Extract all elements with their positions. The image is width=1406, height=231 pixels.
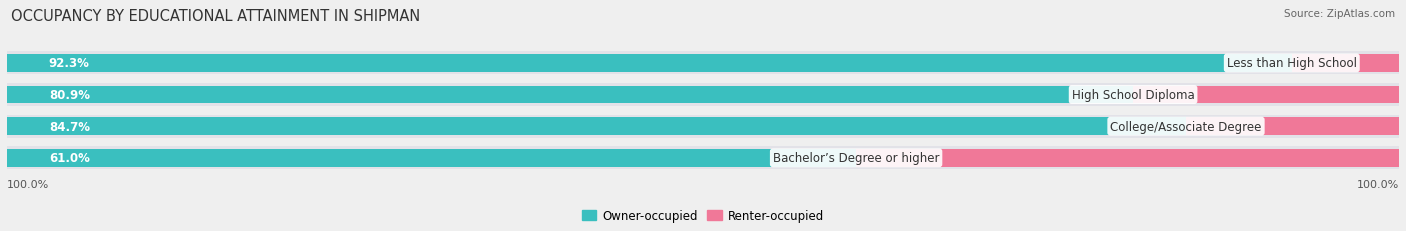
Text: College/Associate Degree: College/Associate Degree: [1111, 120, 1261, 133]
Bar: [7, 149, 856, 167]
Bar: [7, 118, 1187, 135]
Bar: [1292, 55, 1399, 72]
Bar: [7, 52, 1399, 75]
Text: High School Diploma: High School Diploma: [1071, 89, 1195, 102]
Bar: [7, 86, 1133, 104]
Text: 100.0%: 100.0%: [1357, 179, 1399, 189]
Text: Less than High School: Less than High School: [1227, 57, 1357, 70]
Bar: [856, 149, 1399, 167]
Bar: [7, 115, 1399, 138]
Bar: [1133, 86, 1400, 104]
Text: 100.0%: 100.0%: [7, 179, 49, 189]
Text: 80.9%: 80.9%: [49, 89, 90, 102]
Bar: [7, 84, 1399, 107]
Bar: [7, 147, 1399, 170]
Text: Bachelor’s Degree or higher: Bachelor’s Degree or higher: [773, 152, 939, 165]
Text: 61.0%: 61.0%: [49, 152, 90, 165]
Text: Source: ZipAtlas.com: Source: ZipAtlas.com: [1284, 9, 1395, 19]
Legend: Owner-occupied, Renter-occupied: Owner-occupied, Renter-occupied: [578, 205, 828, 227]
Text: 84.7%: 84.7%: [49, 120, 90, 133]
Bar: [1187, 118, 1399, 135]
Bar: [7, 55, 1292, 72]
Text: 92.3%: 92.3%: [49, 57, 90, 70]
Text: OCCUPANCY BY EDUCATIONAL ATTAINMENT IN SHIPMAN: OCCUPANCY BY EDUCATIONAL ATTAINMENT IN S…: [11, 9, 420, 24]
